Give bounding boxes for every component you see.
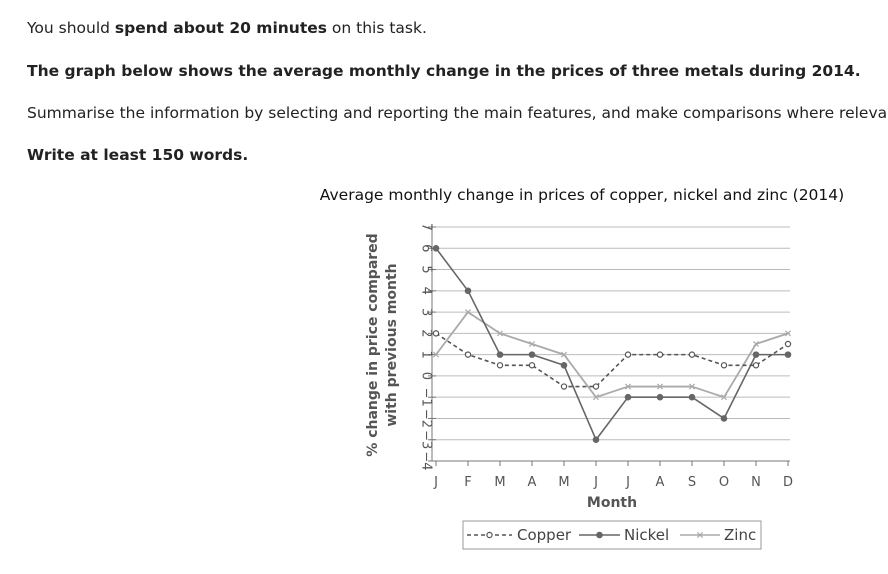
x-tick-label: S: [688, 475, 696, 490]
legend-item-nickel: Nickel: [579, 526, 669, 544]
data-point-nickel: [784, 351, 792, 358]
y-tick-label: 6: [419, 244, 434, 252]
x-tick-label: A: [528, 475, 537, 490]
y-tick-label: −2: [419, 409, 434, 428]
data-point-nickel: [720, 415, 728, 422]
data-point-zinc: [560, 351, 568, 358]
y-tick-label: −4: [419, 451, 434, 470]
x-tick-label: J: [593, 475, 598, 490]
x-axis-title: Month: [587, 495, 637, 511]
data-point-zinc: [688, 383, 696, 390]
data-point-zinc: [656, 383, 664, 390]
y-tick-label: 7: [419, 223, 434, 231]
legend-marker-nickel: [596, 531, 603, 539]
data-point-nickel: [688, 393, 696, 401]
data-point-nickel: [496, 351, 504, 358]
legend-marker-copper: [486, 531, 493, 539]
data-point-zinc: [528, 340, 536, 348]
data-point-zinc: [592, 394, 600, 401]
data-point-zinc: [752, 340, 760, 348]
data-point-zinc: [784, 330, 792, 337]
data-point-nickel: [432, 244, 440, 252]
y-axis-title-line-1: % change in price compared: [365, 233, 381, 456]
series-copper: [432, 330, 792, 390]
y-tick-labels: 7 6 5 4 3 2 1 0 −1 −2 −3 −4: [419, 223, 434, 471]
y-tick-label: 5: [419, 265, 434, 273]
data-series: [432, 244, 792, 444]
data-point-nickel: [528, 351, 536, 358]
x-tick-label: A: [656, 475, 665, 490]
data-point-zinc: [624, 383, 632, 390]
legend-item-zinc: Zinc: [680, 526, 756, 544]
data-point-zinc: [464, 309, 472, 316]
data-point-copper: [720, 362, 728, 369]
legend-label-zinc: Zinc: [724, 526, 756, 544]
data-point-copper: [496, 362, 504, 369]
data-point-copper: [560, 383, 568, 390]
y-tick-label: 3: [419, 308, 434, 316]
data-point-copper: [752, 362, 760, 369]
y-tick-label: 1: [419, 350, 434, 358]
y-tick-label: 2: [419, 329, 434, 337]
legend-label-copper: Copper: [517, 526, 572, 544]
y-tick-label: 4: [419, 287, 434, 295]
data-point-nickel: [560, 361, 568, 369]
series-zinc: [432, 309, 792, 401]
x-tick-label: M: [558, 475, 569, 490]
y-tick-label: −1: [419, 388, 434, 407]
legend-label-nickel: Nickel: [624, 526, 669, 544]
series-line-copper: [435, 332, 789, 388]
data-point-zinc: [720, 394, 728, 401]
series-nickel: [432, 244, 792, 444]
grid-lines: [432, 226, 790, 462]
data-point-copper: [624, 351, 632, 358]
x-tick-label: J: [625, 475, 630, 490]
data-point-nickel: [752, 351, 760, 358]
data-point-zinc: [432, 351, 440, 358]
data-point-zinc: [496, 330, 504, 337]
x-tick-label: N: [751, 475, 761, 490]
data-point-copper: [688, 351, 696, 358]
legend-item-copper: Copper: [467, 526, 572, 544]
data-point-nickel: [624, 393, 632, 401]
x-tick-label: F: [464, 475, 471, 490]
data-point-copper: [528, 362, 536, 369]
task-description: The graph below shows the average monthl…: [27, 62, 861, 80]
x-tick-label: O: [719, 475, 729, 490]
x-tick-label: D: [783, 475, 793, 490]
data-point-copper: [656, 351, 664, 358]
series-line-zinc: [435, 311, 789, 399]
task-word-count: Write at least 150 words.: [27, 146, 249, 164]
data-point-copper: [464, 351, 472, 358]
data-point-nickel: [656, 393, 664, 401]
axes: [428, 226, 790, 466]
task-instruction-time: You should spend about 20 minutes on thi…: [27, 19, 427, 37]
x-tick-label: M: [494, 475, 505, 490]
series-line-nickel: [435, 247, 788, 441]
y-tick-label: 0: [419, 372, 434, 380]
x-tick-label: J: [433, 475, 438, 490]
y-tick-label: −3: [419, 430, 434, 449]
data-point-copper: [432, 330, 440, 337]
y-axis-title-line-2: with previous month: [384, 263, 400, 426]
chart-title: Average monthly change in prices of copp…: [320, 186, 844, 204]
data-point-nickel: [464, 287, 472, 295]
data-point-copper: [784, 340, 792, 348]
task-instruction-summary: Summarise the information by selecting a…: [27, 104, 888, 122]
data-point-nickel: [592, 436, 600, 444]
legend-marker-zinc: [696, 531, 704, 539]
data-point-copper: [592, 383, 600, 390]
legend: Copper Nickel Zinc: [462, 520, 762, 550]
